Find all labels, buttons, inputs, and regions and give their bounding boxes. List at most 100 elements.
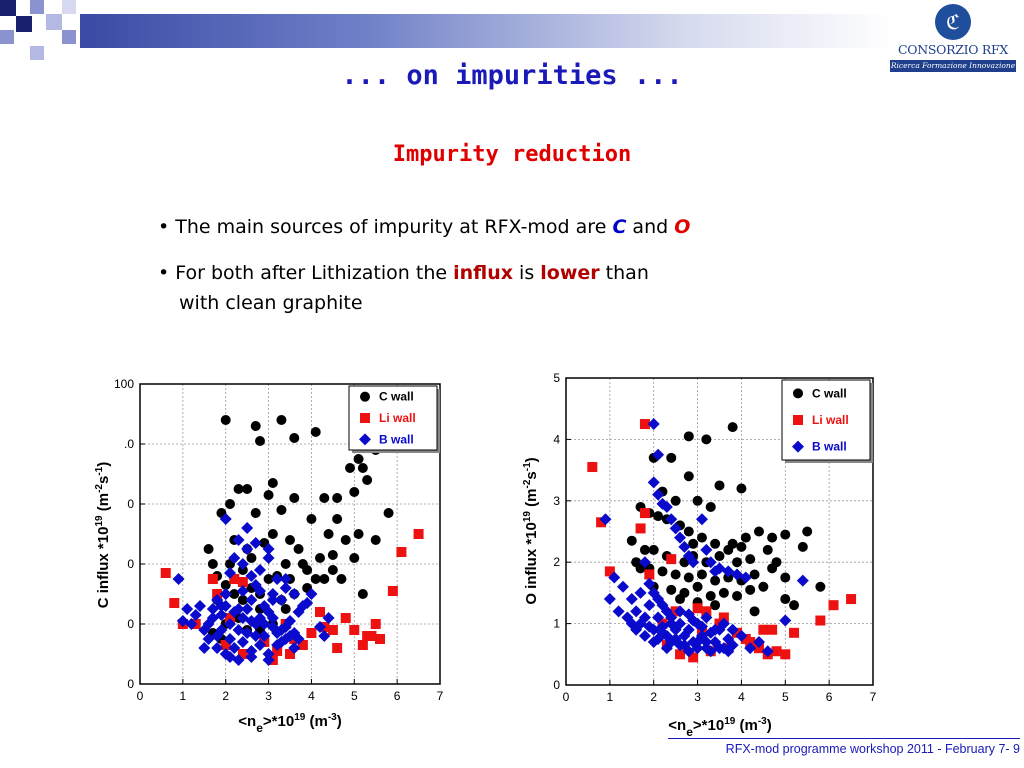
- legend-label: Li wall: [812, 413, 849, 427]
- b-wall-point: [249, 537, 262, 549]
- b-wall-point: [262, 543, 275, 555]
- b-wall-point: [279, 582, 292, 594]
- b-wall-point: [232, 534, 245, 546]
- bullet-text: than: [599, 262, 649, 284]
- b-wall-point: [796, 574, 809, 587]
- x-axis-label: <ne>*1019 (m-3): [668, 716, 771, 739]
- x-tick-label: 3: [694, 690, 701, 704]
- c-wall-point: [332, 514, 343, 524]
- c-wall-point: [745, 584, 756, 595]
- c-wall-point: [736, 541, 747, 552]
- x-tick-label: 6: [826, 690, 833, 704]
- b-wall-point: [211, 642, 224, 654]
- b-wall-point: [215, 600, 228, 612]
- logo-name: CONSORZIO RFX: [898, 42, 1008, 57]
- c-wall-point: [710, 600, 721, 611]
- b-wall-point: [682, 608, 695, 621]
- b-wall-point: [625, 617, 638, 630]
- y-tick-label: 100: [114, 377, 134, 391]
- li-wall-point: [229, 574, 240, 584]
- b-wall-point: [211, 630, 224, 642]
- b-wall-point: [638, 611, 651, 624]
- li-wall-point: [767, 624, 778, 635]
- c-wall-point: [242, 484, 253, 494]
- c-wall-point: [688, 538, 699, 549]
- b-wall-point: [271, 573, 284, 585]
- logo-emblem-icon: ℭ: [935, 4, 971, 40]
- y-tick-label: 1: [553, 617, 560, 631]
- c-wall-point: [705, 590, 716, 601]
- c-wall-point: [780, 594, 791, 605]
- c-wall-point: [370, 535, 381, 545]
- b-wall-point: [687, 636, 700, 649]
- b-wall-point: [318, 630, 331, 642]
- c-wall-point: [727, 422, 738, 433]
- y-tick-label: 0: [127, 557, 134, 571]
- b-wall-point: [647, 418, 660, 431]
- c-wall-point: [319, 493, 330, 503]
- y-tick-label: 2: [553, 555, 560, 569]
- li-wall-point: [675, 649, 686, 660]
- b-wall-point: [224, 567, 236, 579]
- legend-label: Li wall: [379, 411, 416, 425]
- c-wall-point: [319, 574, 330, 584]
- c-wall-point: [267, 478, 278, 488]
- highlight-influx: influx: [453, 262, 513, 284]
- logo-tagline: Ricerca Formazione Innovazione: [890, 60, 1016, 72]
- axis-ticks: 0 1 2 3 4 5 6 7 0 1 2 3 4 5: [553, 371, 876, 704]
- b-wall-point: [258, 618, 271, 630]
- b-wall-point: [739, 571, 752, 584]
- c-wall-point: [692, 495, 703, 506]
- x-tick-label: 4: [738, 690, 745, 704]
- li-wall-point: [413, 529, 424, 539]
- c-wall-point: [683, 431, 694, 442]
- li-wall-point: [357, 640, 368, 650]
- b-wall-point: [643, 599, 656, 612]
- chart-legend: C wall Li wall B wall: [781, 379, 873, 463]
- b-wall-point: [249, 630, 262, 642]
- bullet-text-line2: with clean graphite: [179, 292, 363, 314]
- b-wall-point: [224, 651, 236, 663]
- legend-marker-b-wall: [359, 433, 371, 446]
- c-wall-point: [327, 565, 338, 575]
- c-wall-point: [767, 532, 778, 543]
- b-wall-point: [700, 543, 713, 556]
- plot-frame: [565, 377, 874, 686]
- b-wall-point: [215, 609, 228, 621]
- c-wall-point: [323, 529, 334, 539]
- b-wall-point: [678, 540, 691, 553]
- c-wall-point: [789, 600, 800, 611]
- c-wall-point: [353, 454, 364, 464]
- c-wall-point: [383, 508, 394, 518]
- c-wall-point: [220, 580, 231, 590]
- b-wall-point: [643, 577, 656, 590]
- b-wall-point: [669, 522, 682, 535]
- c-wall-point: [280, 604, 291, 614]
- c-wall-point: [714, 551, 725, 562]
- y-tick-label: .0: [124, 437, 134, 451]
- c-wall-point: [267, 529, 278, 539]
- b-wall-point: [245, 570, 258, 582]
- legend-marker-li-wall: [360, 413, 370, 423]
- x-tick-label: 0: [563, 690, 570, 704]
- c-wall-point: [225, 499, 235, 509]
- b-wall-point: [709, 623, 722, 636]
- c-wall-point: [250, 508, 261, 518]
- c-wall-point: [626, 535, 637, 546]
- b-wall-point: [695, 513, 708, 526]
- li-wall-point: [732, 627, 743, 638]
- legend-label: C wall: [812, 386, 847, 400]
- b-wall-point: [704, 556, 717, 569]
- b-wall-point: [660, 500, 673, 513]
- b-wall-point: [779, 614, 792, 627]
- b-wall-point: [245, 615, 258, 627]
- b-wall-point: [665, 513, 678, 526]
- li-wall-point: [340, 613, 351, 623]
- x-tick-label: 2: [650, 690, 657, 704]
- c-wall-point: [683, 572, 694, 583]
- b-wall-point: [656, 620, 669, 633]
- y-tick-label: 3: [553, 494, 560, 508]
- y-tick-label: 0: [553, 678, 560, 692]
- c-wall-point: [758, 581, 769, 592]
- b-wall-point: [625, 593, 638, 606]
